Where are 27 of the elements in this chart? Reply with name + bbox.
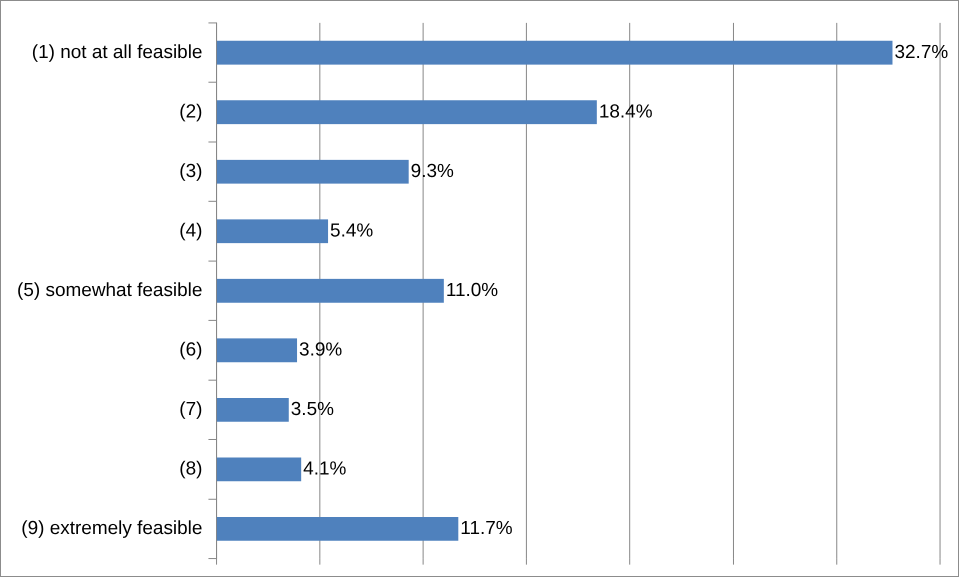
data-label: 3.5%: [290, 399, 334, 420]
bar: [216, 338, 298, 362]
data-label: 3.9%: [299, 340, 342, 361]
y-tick-label: (2): [179, 101, 202, 122]
data-label: 9.3%: [410, 160, 454, 182]
data-label: 11.7%: [460, 518, 513, 540]
bar: [216, 100, 597, 124]
y-tick-label: (1) not at all feasible: [32, 42, 202, 63]
bar: [216, 457, 302, 482]
bar: [216, 40, 892, 65]
bar: [216, 160, 409, 184]
data-label: 4.1%: [303, 458, 347, 480]
y-tick-label: (5) somewhat feasible: [17, 280, 202, 302]
data-label: 18.4%: [598, 101, 653, 122]
bar: [216, 398, 289, 422]
y-tick-label: (9) extremely feasible: [21, 518, 202, 540]
y-tick-label: (8): [179, 458, 202, 480]
y-tick-label: (6): [179, 340, 202, 361]
bar: [216, 278, 444, 303]
y-tick-label: (4): [179, 220, 202, 242]
bar: [216, 219, 328, 244]
y-tick-label: (7): [179, 399, 202, 420]
bar: [216, 516, 458, 541]
data-label: 32.7%: [894, 42, 948, 63]
data-label: 5.4%: [330, 220, 374, 242]
data-label: 11.0%: [446, 280, 498, 302]
y-tick-label: (3): [179, 160, 202, 182]
